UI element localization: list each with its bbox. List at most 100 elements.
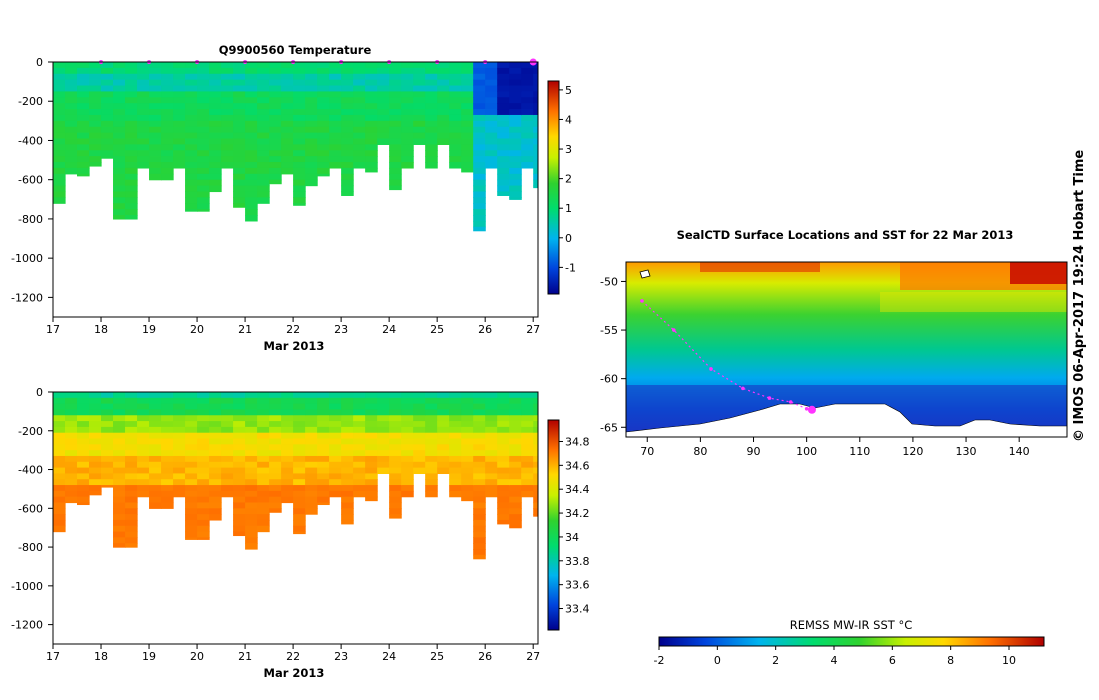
section-cell: [365, 450, 378, 457]
section-cell: [353, 62, 366, 69]
section-cell: [53, 479, 66, 486]
section-cell: [149, 392, 162, 399]
section-cell: [173, 455, 186, 463]
section-cell: [365, 490, 378, 498]
section-cell: [161, 85, 174, 93]
section-cell: [521, 67, 534, 75]
section-cell: [509, 191, 522, 198]
section-cell: [497, 67, 510, 75]
section-cell: [185, 502, 198, 509]
section-cell: [257, 473, 270, 480]
sst-colorbar-tick-label: 0: [714, 654, 721, 667]
sst-colorbar-tick-label: 2: [772, 654, 779, 667]
section-cell: [149, 426, 162, 434]
section-cell: [305, 91, 318, 98]
section-cell: [53, 409, 66, 416]
section-cell: [473, 531, 486, 538]
section-cell: [533, 421, 538, 428]
section-cell: [497, 519, 510, 525]
section-cell: [125, 185, 138, 193]
section-cell: [377, 438, 390, 445]
section-cell: [125, 109, 138, 116]
section-cell: [509, 126, 522, 134]
section-cell: [521, 138, 534, 145]
section-cell: [461, 461, 474, 469]
section-cell: [89, 62, 102, 69]
section-cell: [269, 450, 282, 457]
section-cell: [221, 473, 234, 480]
section-cell: [293, 496, 306, 504]
section-cell: [89, 120, 102, 128]
section-cell: [113, 62, 126, 69]
section-cell: [425, 114, 438, 122]
section-cell: [185, 73, 198, 81]
section-cell: [449, 120, 462, 128]
section-cell: [185, 109, 198, 116]
section-cell: [233, 67, 246, 75]
section-cell: [161, 409, 174, 416]
section-cell: [149, 409, 162, 416]
section-cell: [341, 114, 354, 122]
section-cell: [509, 432, 522, 440]
section-cell: [389, 444, 402, 451]
section-cell: [389, 403, 402, 411]
section-cell: [257, 426, 270, 434]
section-cell: [461, 450, 474, 457]
section-cell: [53, 450, 66, 457]
temperature-colorbar: [547, 80, 560, 295]
section-cell: [485, 156, 498, 163]
section-cell: [137, 79, 150, 87]
section-cell: [473, 479, 486, 486]
section-cell: [413, 397, 426, 405]
section-cell: [425, 62, 438, 69]
section-cell: [485, 473, 498, 480]
section-cell: [53, 73, 66, 81]
section-cell: [89, 138, 102, 145]
section-cell: [533, 397, 538, 405]
section-cell: [77, 467, 90, 475]
section-cell: [245, 209, 258, 216]
section-cell: [533, 156, 538, 163]
section-cell: [185, 415, 198, 422]
section-cell: [65, 455, 78, 463]
section-cell: [245, 531, 258, 538]
section-cell: [485, 392, 498, 399]
section-cell: [449, 485, 462, 492]
section-cell: [65, 461, 78, 469]
section-cell: [533, 138, 538, 145]
section-cell: [269, 502, 282, 509]
section-cell: [293, 461, 306, 469]
section-cell: [353, 409, 366, 416]
section-cell: [197, 461, 210, 469]
section-cell: [293, 426, 306, 434]
section-cell: [113, 144, 126, 151]
section-cell: [305, 150, 318, 157]
section-cell: [245, 215, 258, 222]
section-cell: [137, 455, 150, 463]
section-cell: [209, 461, 222, 469]
section-cell: [173, 397, 186, 405]
section-cell: [341, 450, 354, 457]
section-cell: [125, 203, 138, 210]
section-cell: [209, 485, 222, 492]
section-cell: [473, 519, 486, 527]
section-cell: [257, 173, 270, 181]
section-cell: [437, 103, 450, 110]
section-cell: [413, 114, 426, 122]
section-cell: [233, 138, 246, 145]
section-cell: [521, 403, 534, 411]
section-cell: [233, 490, 246, 498]
section-cell: [341, 479, 354, 486]
section-cell: [197, 496, 210, 504]
section-cell: [77, 126, 90, 134]
section-cell: [377, 109, 390, 116]
section-cell: [521, 97, 534, 104]
section-cell: [65, 426, 78, 434]
section-cell: [389, 126, 402, 134]
section-cell: [353, 132, 366, 140]
section-cell: [461, 392, 474, 399]
section-cell: [245, 426, 258, 434]
section-cell: [485, 91, 498, 98]
section-cell: [437, 126, 450, 134]
section-cell: [269, 97, 282, 104]
